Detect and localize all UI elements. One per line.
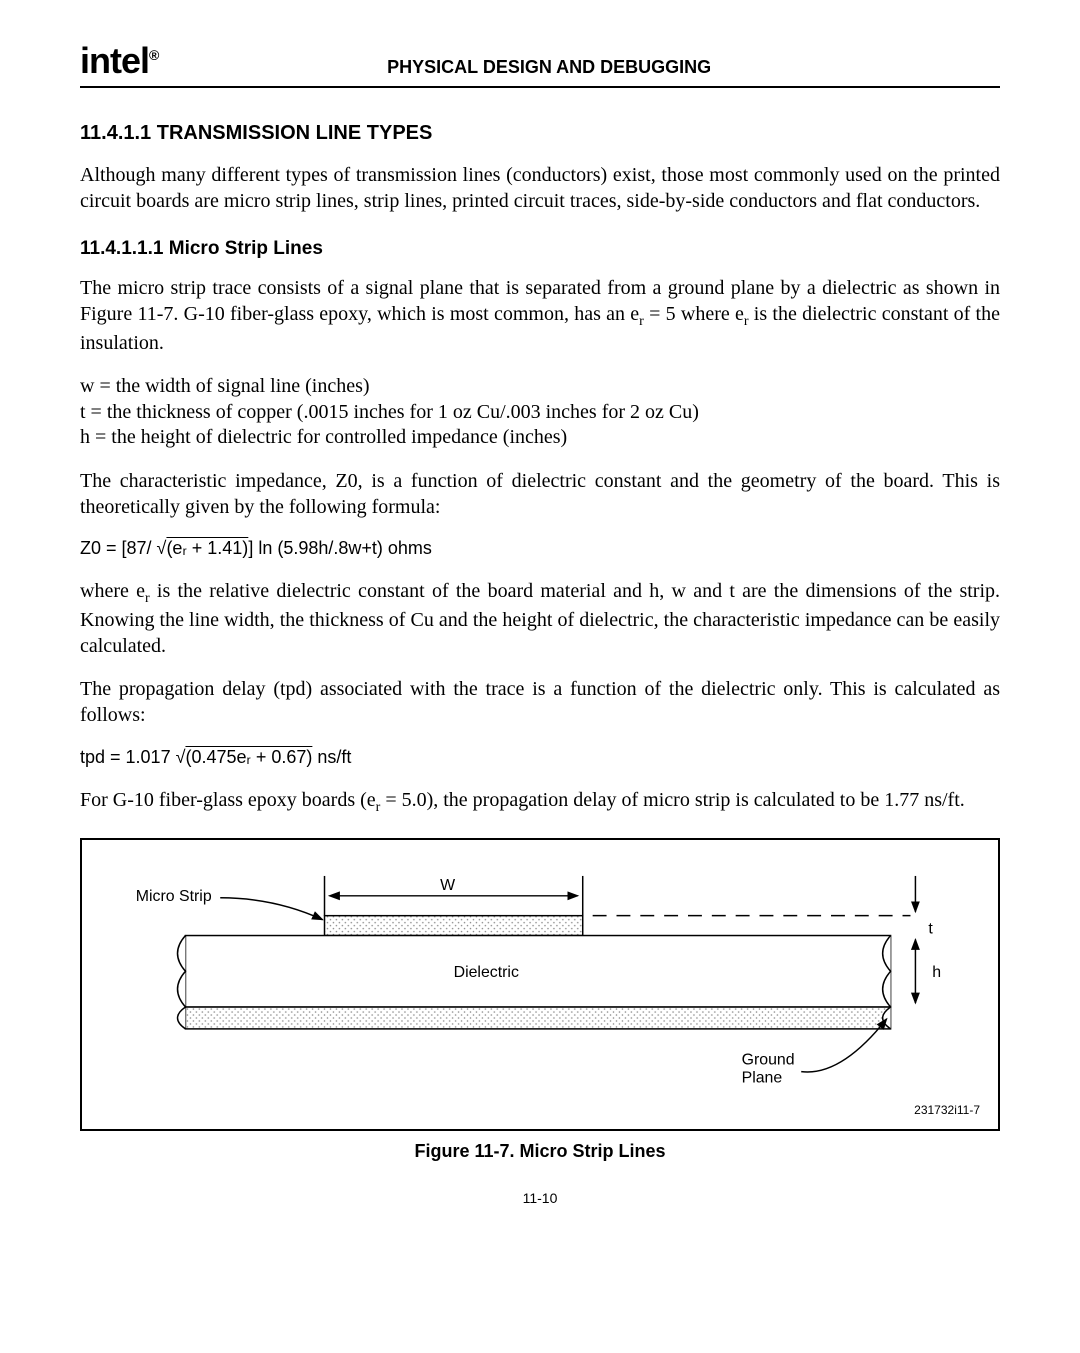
def-h: h = the height of dielectric for control… — [80, 425, 1000, 451]
label-dielectric: Dielectric — [454, 965, 519, 982]
section-title: TRANSMISSION LINE TYPES — [157, 122, 433, 144]
page-number: 11-10 — [80, 1190, 1000, 1206]
definitions: w = the width of signal line (inches) t … — [80, 374, 1000, 451]
formula-tpd: tpd = 1.017 √(0.475eᵣ + 0.67) ns/ft — [80, 747, 1000, 768]
label-ground: Ground — [742, 1052, 795, 1069]
f2root: (0.475eᵣ + 0.67) — [185, 747, 312, 767]
label-microstrip: Micro Strip — [136, 888, 212, 905]
para-5: For G-10 fiber-glass epoxy boards (er = … — [80, 788, 1000, 817]
figure-svg: Micro Strip W t h Dielectric — [106, 868, 980, 1096]
f1a: Z0 = [87/ √ — [80, 538, 166, 558]
section-heading: 11.4.1.1 TRANSMISSION LINE TYPES — [80, 122, 1000, 145]
label-h: h — [932, 965, 941, 982]
para3-a: where e — [80, 580, 145, 602]
para5-a: For G-10 fiber-glass epoxy boards (e — [80, 789, 376, 811]
figure-box: Micro Strip W t h Dielectric — [80, 838, 1000, 1130]
f1b: ] ln (5.98h/.8w+t) ohms — [248, 538, 432, 558]
para-1: The micro strip trace consists of a sign… — [80, 276, 1000, 356]
subsection-title: Micro Strip Lines — [169, 238, 323, 259]
subsection-num: 11.4.1.1.1 — [80, 238, 163, 259]
para-4: The propagation delay (tpd) associated w… — [80, 677, 1000, 728]
header-title: PHYSICAL DESIGN AND DEBUGGING — [158, 57, 940, 78]
def-t: t = the thickness of copper (.0015 inche… — [80, 400, 1000, 426]
def-w: w = the width of signal line (inches) — [80, 374, 1000, 400]
logo-reg: ® — [149, 47, 158, 63]
page-header: intel® PHYSICAL DESIGN AND DEBUGGING — [80, 40, 1000, 88]
subsection-heading: 11.4.1.1.1 Micro Strip Lines — [80, 238, 1000, 260]
para-3: where er is the relative dielectric cons… — [80, 579, 1000, 659]
logo-text: intel — [80, 40, 149, 81]
label-w: W — [440, 877, 455, 894]
logo: intel® — [80, 40, 158, 82]
section-intro: Although many different types of transmi… — [80, 163, 1000, 214]
para3-b: is the relative dielectric constant of t… — [80, 580, 1000, 657]
f1root: (eᵣ + 1.41) — [166, 538, 248, 558]
section-num: 11.4.1.1 — [80, 122, 151, 144]
figure-id: 231732i11-7 — [106, 1103, 980, 1117]
label-plane: Plane — [742, 1070, 783, 1087]
formula-z0: Z0 = [87/ √(eᵣ + 1.41)] ln (5.98h/.8w+t)… — [80, 538, 1000, 559]
f2a: tpd = 1.017 √ — [80, 747, 185, 767]
figure-caption: Figure 11-7. Micro Strip Lines — [80, 1141, 1000, 1162]
para-2: The characteristic impedance, Z0, is a f… — [80, 469, 1000, 520]
f2b: ns/ft — [312, 747, 351, 767]
para5-b: = 5.0), the propagation delay of micro s… — [380, 789, 964, 811]
label-t: t — [928, 921, 933, 938]
para1-b: = 5 where e — [644, 303, 744, 325]
